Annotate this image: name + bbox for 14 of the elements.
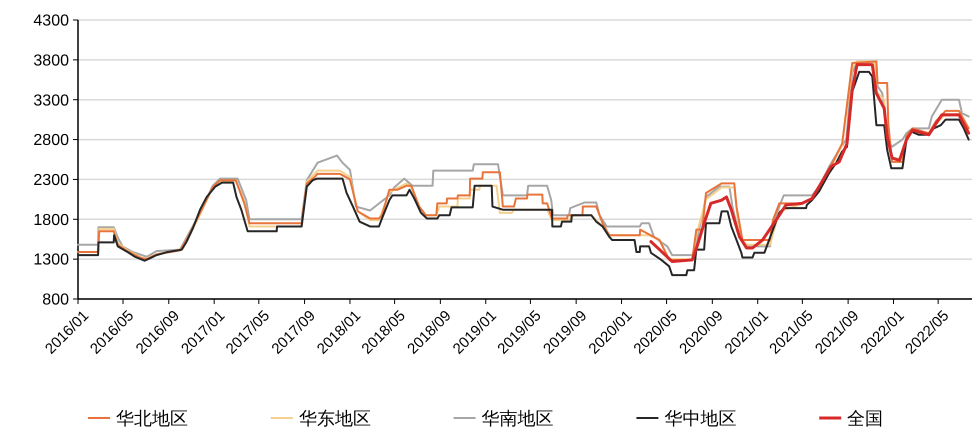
y-tick-label: 1300 — [33, 252, 70, 269]
legend-label: 华东地区 — [298, 408, 371, 428]
legend-label: 华北地区 — [116, 408, 188, 428]
y-tick-label: 4300 — [33, 12, 70, 30]
y-tick-label: 2300 — [33, 172, 70, 190]
legend-label: 华南地区 — [482, 408, 554, 428]
legend-label: 全国 — [847, 408, 884, 428]
legend-label: 华中地区 — [664, 408, 736, 428]
line-series — [649, 63, 970, 264]
y-tick-label: 3300 — [33, 92, 70, 110]
y-tick-label: 800 — [42, 292, 70, 309]
y-tick-label: 1800 — [33, 212, 70, 229]
y-tick-label: 3800 — [33, 52, 70, 70]
y-tick-label: 2800 — [33, 132, 70, 150]
